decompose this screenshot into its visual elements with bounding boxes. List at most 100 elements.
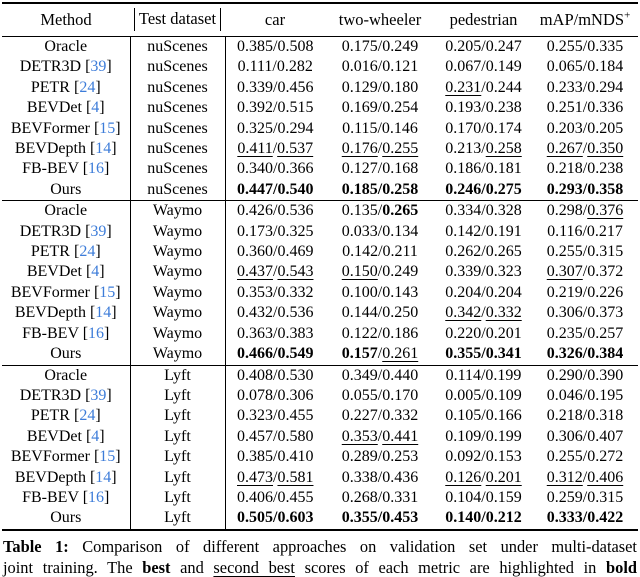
- slash-separator: /: [582, 407, 588, 425]
- citation-link[interactable]: 14: [95, 140, 112, 158]
- dataset-cell: Waymo: [129, 323, 226, 345]
- caption-text: scores of each metric are highlighted in: [294, 558, 607, 577]
- citation-link[interactable]: 24: [79, 243, 96, 261]
- nds-value: 0.536: [277, 304, 314, 322]
- table-row: BEVDet [4] Lyft 0.457/0.580 0.353/0.441 0.10…: [2, 426, 638, 448]
- citation-link[interactable]: 14: [95, 468, 112, 486]
- metric-cell: 0.170/0.174: [435, 119, 532, 139]
- metric-cell: 0.255/0.315: [532, 242, 638, 262]
- metric-cell: 0.408/0.530: [225, 364, 325, 386]
- slash-separator: /: [377, 160, 383, 178]
- dataset-cell: nuScenes: [129, 77, 226, 99]
- metric-cell: 0.116/0.217: [532, 222, 638, 242]
- nds-value: 0.226: [587, 283, 624, 301]
- dataset-cell: Lyft: [129, 406, 226, 427]
- citation-link[interactable]: 16: [88, 160, 105, 178]
- slash-separator: /: [481, 99, 486, 117]
- slash-separator: /: [582, 160, 588, 178]
- citation-link[interactable]: 16: [88, 488, 105, 506]
- nds-value: 0.441: [382, 427, 419, 445]
- nds-value: 0.170: [382, 386, 419, 404]
- slash-separator: /: [377, 140, 383, 158]
- slash-separator: /: [481, 160, 486, 178]
- method-cell: FB-BEV [16]: [22, 324, 110, 342]
- citation-link[interactable]: 39: [90, 386, 107, 404]
- citation-link[interactable]: 39: [90, 222, 107, 240]
- method-cell: Ours: [2, 344, 130, 365]
- citation-link[interactable]: 39: [90, 58, 107, 76]
- nds-value: 0.331: [382, 488, 419, 506]
- metric-cell: 0.135/0.265: [325, 200, 435, 222]
- method-name: BEVDepth: [14, 140, 86, 158]
- citation-link[interactable]: 15: [99, 448, 116, 466]
- nds-value: 0.469: [277, 243, 314, 261]
- map-value: 0.227: [341, 407, 378, 425]
- method-cell: DETR3D [39]: [19, 222, 112, 240]
- slash-separator: /: [273, 448, 278, 466]
- citation-link[interactable]: 16: [88, 324, 105, 342]
- slash-separator: /: [481, 222, 486, 240]
- nds-value: 0.186: [382, 324, 419, 342]
- nds-value: 0.261: [382, 345, 419, 363]
- method-cell: BEVDepth [14]: [14, 140, 117, 158]
- method-cell: Oracle: [2, 200, 130, 222]
- map-value: 0.255: [546, 243, 583, 261]
- caption-text: joint training. The: [3, 558, 143, 577]
- citation-link[interactable]: 15: [99, 283, 116, 301]
- map-value: 0.005: [445, 386, 482, 404]
- nds-value: 0.325: [277, 222, 314, 240]
- slash-separator: /: [377, 180, 383, 198]
- map-value: 0.173: [237, 222, 274, 240]
- method-cell: PETR [24]: [30, 78, 101, 96]
- metric-cell: 0.150/0.249: [325, 262, 435, 282]
- map-value: 0.255: [546, 448, 583, 466]
- citation-link[interactable]: 4: [91, 427, 100, 445]
- nds-value: 0.253: [382, 448, 419, 466]
- nds-value: 0.254: [382, 99, 419, 117]
- dataset-cell: Waymo: [129, 221, 226, 243]
- map-value: 0.169: [341, 99, 378, 117]
- metric-cell: 0.457/0.580: [225, 427, 325, 447]
- method-cell: BEVDepth [14]: [14, 304, 117, 322]
- metric-cell: 0.235/0.257: [532, 324, 638, 344]
- metric-cell: 0.298/0.376: [532, 200, 638, 222]
- metric-cell: 0.385/0.410: [225, 447, 325, 467]
- nds-value: 0.143: [382, 283, 419, 301]
- citation-link[interactable]: 4: [91, 99, 100, 117]
- method-name: BEVFormer: [10, 448, 90, 466]
- slash-separator: /: [582, 386, 588, 404]
- map-value: 0.220: [445, 324, 482, 342]
- slash-separator: /: [582, 263, 588, 281]
- citation-link[interactable]: 4: [91, 263, 100, 281]
- citation-link[interactable]: 14: [95, 304, 112, 322]
- citation-link[interactable]: 24: [79, 407, 96, 425]
- map-value: 0.185: [341, 180, 378, 198]
- nds-value: 0.508: [277, 38, 314, 55]
- metric-cell: 0.220/0.201: [435, 324, 532, 344]
- nds-value: 0.149: [485, 58, 522, 76]
- slash-separator: /: [273, 407, 278, 425]
- metric-cell: 0.259/0.315: [532, 488, 638, 508]
- map-value: 0.312: [546, 468, 583, 486]
- citation-link[interactable]: 24: [79, 78, 96, 96]
- map-value: 0.411: [237, 140, 273, 158]
- table-row: BEVDet [4] Waymo 0.437/0.543 0.150/0.249 0.3…: [2, 262, 638, 283]
- map-value: 0.293: [546, 180, 583, 198]
- dataset-cell: Lyft: [129, 364, 226, 386]
- nds-value: 0.372: [587, 263, 624, 281]
- nds-value: 0.265: [485, 243, 522, 261]
- metric-cell: 0.105/0.166: [435, 406, 532, 426]
- map-value: 0.290: [546, 366, 583, 384]
- map-value: 0.150: [341, 263, 378, 281]
- map-value: 0.092: [445, 448, 482, 466]
- method-name: DETR3D: [19, 58, 82, 76]
- metric-cell: 0.505/0.603: [225, 508, 325, 529]
- map-value: 0.170: [445, 119, 482, 137]
- slash-separator: /: [377, 202, 383, 220]
- slash-separator: /: [273, 99, 278, 117]
- citation-link[interactable]: 15: [99, 119, 116, 137]
- nds-value: 0.540: [277, 180, 314, 198]
- metric-cell: 0.109/0.199: [435, 427, 532, 447]
- map-value: 0.122: [341, 324, 378, 342]
- map-value: 0.140: [445, 509, 482, 527]
